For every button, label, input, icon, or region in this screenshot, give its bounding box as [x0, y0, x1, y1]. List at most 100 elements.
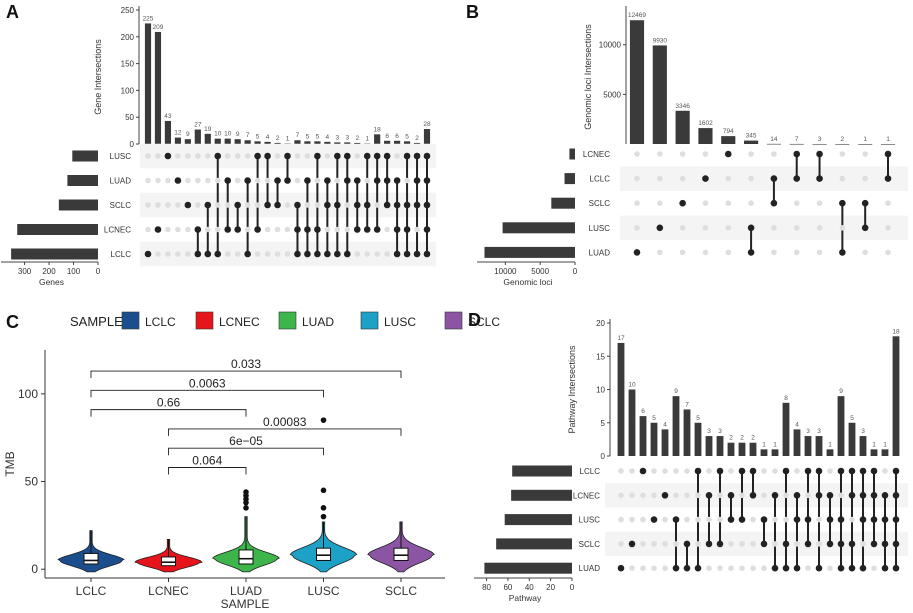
panel-d-bar-label: 3	[718, 428, 722, 435]
panel-a-matrix-dot	[214, 152, 222, 160]
panel-a-matrix-dot	[264, 226, 271, 233]
panel-c-legend-label-luad: LUAD	[302, 315, 334, 329]
panel-a-matrix-dot	[334, 201, 341, 209]
panel-d-matrix-dot	[672, 516, 680, 523]
panel-a-matrix-dot	[314, 226, 321, 233]
panel-a-y-tick-label: 200	[121, 33, 135, 42]
panel-a-bar-label: 4	[266, 134, 270, 141]
panel-c-outlier	[320, 513, 327, 520]
panel-a-matrix-dot	[334, 226, 341, 233]
panel-b-set-label-lclc: LCLC	[590, 175, 611, 184]
panel-a-y-tick-label: 100	[121, 86, 135, 95]
panel-a-matrix-dot	[274, 177, 281, 184]
panel-label-d: D	[468, 310, 481, 330]
panel-b-matrix-dot	[793, 175, 801, 182]
panel-a-matrix-dot	[224, 202, 231, 208]
panel-a-matrix-dot	[264, 201, 271, 209]
panel-d-set-label-sclc: SCLC	[579, 540, 601, 549]
panel-d-bar-label: 1	[872, 441, 876, 448]
panel-d-bar-label: 10	[628, 382, 636, 389]
panel-d-bar-label: 6	[641, 408, 645, 415]
panel-a-bar-label: 209	[153, 24, 164, 31]
panel-b-bar-label: 14	[770, 136, 778, 143]
panel-a-bar-label: 5	[306, 133, 310, 140]
panel-c-bracket	[168, 428, 402, 436]
panel-d-set-x-title: Pathway	[509, 593, 542, 603]
panel-a-matrix-dot	[354, 153, 361, 159]
panel-d-bar	[782, 402, 790, 456]
panel-a-bar	[234, 139, 241, 144]
panel-d-matrix-dot	[629, 516, 635, 523]
panel-d-matrix-dot	[805, 492, 811, 499]
panel-d-matrix-dot	[859, 564, 867, 572]
panel-c-outlier	[320, 417, 327, 423]
panel-b-matrix-dot	[679, 175, 686, 182]
panel-a-matrix-dot	[165, 177, 171, 184]
panel-a-matrix-dot	[164, 152, 172, 160]
panel-d-matrix-dot	[794, 541, 800, 547]
panel-a-set-x-tick-label: 200	[42, 267, 56, 276]
panel-d-matrix-dot	[815, 564, 823, 572]
panel-a-y-tick-label: 50	[125, 113, 134, 122]
panel-a-matrix-dot	[184, 201, 192, 209]
panel-b-matrix-dot	[861, 224, 869, 232]
panel-a-matrix-dot	[174, 177, 182, 184]
panel-a-matrix-dot	[204, 226, 211, 233]
panel-b-matrix-dot	[862, 249, 868, 256]
panel-b-matrix-dot	[725, 249, 732, 256]
panel-a-matrix-dot	[195, 177, 201, 184]
panel-a-bar-label: 2	[355, 135, 359, 142]
panel-a-bar-label: 43	[164, 113, 172, 120]
panel-a-bar	[384, 140, 391, 144]
panel-a-bar	[403, 141, 411, 144]
panel-b-y-axis-title: Genomic loci Intersections	[583, 24, 593, 130]
panel-a-matrix-dot	[145, 202, 151, 208]
panel-b-matrix-dot	[748, 175, 754, 182]
panel-d-matrix-dot	[760, 540, 768, 548]
panel-a-matrix-dot	[254, 226, 261, 233]
panel-d-matrix-dot	[749, 492, 757, 499]
panel-c-x-tick-label-lclc: LCLC	[76, 584, 107, 598]
panel-d-bar	[870, 449, 878, 456]
panel-d-matrix-dot	[684, 516, 690, 523]
panel-a-matrix-dot	[393, 250, 401, 258]
panel-d-matrix-dot	[617, 564, 625, 572]
panel-b-matrix-dot	[885, 249, 891, 256]
panel-a-set-x-tick-label: 300	[18, 267, 32, 276]
panel-d-matrix-dot	[695, 516, 701, 523]
panel-d-matrix-dot	[651, 492, 657, 499]
panel-d-bar-label: 8	[784, 395, 788, 402]
panel-d-bar-label: 5	[696, 415, 700, 422]
panel-d-bar-label: 2	[751, 435, 755, 442]
panel-b-matrix-dot	[725, 175, 732, 182]
panel-d-matrix-dot	[640, 492, 646, 499]
panel-a-matrix-dot	[185, 251, 191, 257]
panel-d-matrix-dot	[705, 492, 713, 499]
panel-d-matrix-dot	[661, 492, 669, 499]
panel-c-x-axis-title: SAMPLE	[221, 597, 270, 611]
panel-a-bar	[294, 140, 301, 144]
panel-label-b: B	[466, 2, 479, 22]
panel-d-matrix-dot	[716, 467, 724, 475]
panel-d-matrix-dot	[881, 540, 889, 548]
panel-b-matrix-dot	[679, 249, 686, 256]
panel-a-matrix-dot	[224, 177, 232, 184]
panel-b-bar-label: 1602	[698, 120, 713, 127]
panel-d-matrix-dot	[772, 516, 778, 523]
panel-a-matrix-dot	[234, 251, 241, 257]
panel-d-matrix-dot	[629, 565, 635, 571]
panel-b-matrix-dot	[839, 151, 846, 157]
panel-b-set-label-sclc: SCLC	[589, 199, 611, 208]
panel-a-matrix-dot	[373, 152, 381, 160]
panel-b-matrix-dot	[816, 225, 823, 231]
panel-d-matrix-dot	[683, 564, 691, 572]
panel-c-y-axis-title: TMB	[3, 451, 17, 476]
panel-a-matrix-dot	[145, 226, 151, 233]
panel-d-matrix-dot	[705, 540, 713, 548]
panel-d-matrix-dot	[640, 541, 646, 547]
panel-a-set-size-bar	[72, 150, 98, 162]
panel-a-bar	[423, 128, 431, 144]
panel-a-matrix-dot	[155, 153, 161, 159]
panel-a-matrix-dot	[393, 226, 401, 233]
panel-c-outlier	[243, 505, 249, 511]
